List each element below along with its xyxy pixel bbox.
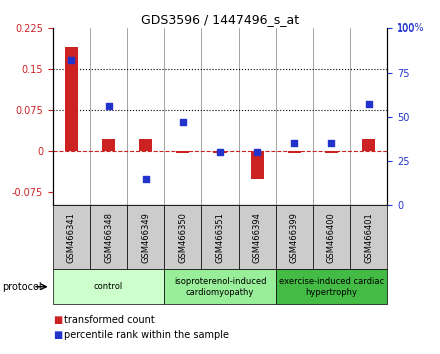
Text: GSM466348: GSM466348	[104, 212, 113, 263]
Text: GSM466401: GSM466401	[364, 212, 373, 263]
Bar	[288, 151, 301, 153]
Text: GSM466399: GSM466399	[290, 212, 299, 263]
Text: GSM466400: GSM466400	[327, 212, 336, 263]
Text: transformed count: transformed count	[64, 315, 154, 325]
Text: GSM466350: GSM466350	[178, 212, 187, 263]
Text: GSM466341: GSM466341	[67, 212, 76, 263]
Point	[291, 141, 298, 146]
Bar	[176, 151, 189, 153]
Text: ■: ■	[53, 330, 62, 339]
Point	[180, 119, 187, 125]
Bar	[362, 139, 375, 151]
Text: percentile rank within the sample: percentile rank within the sample	[64, 330, 229, 339]
Point	[216, 149, 224, 155]
Text: control: control	[94, 282, 123, 291]
Y-axis label: 100%: 100%	[397, 23, 424, 33]
Bar	[213, 151, 227, 153]
Text: exercise-induced cardiac
hypertrophy: exercise-induced cardiac hypertrophy	[279, 277, 384, 297]
Bar	[251, 151, 264, 179]
Point	[253, 149, 260, 155]
Point	[365, 102, 372, 107]
Bar	[139, 139, 152, 151]
Text: protocol: protocol	[2, 282, 42, 292]
Bar	[102, 139, 115, 151]
Bar	[65, 47, 78, 151]
Text: isoproterenol-induced
cardiomyopathy: isoproterenol-induced cardiomyopathy	[174, 277, 266, 297]
Title: GDS3596 / 1447496_s_at: GDS3596 / 1447496_s_at	[141, 13, 299, 26]
Point	[328, 141, 335, 146]
Text: GSM466394: GSM466394	[253, 212, 262, 263]
Point	[68, 57, 75, 63]
Text: GSM466349: GSM466349	[141, 212, 150, 263]
Bar	[325, 151, 338, 153]
Point	[142, 176, 149, 182]
Point	[105, 103, 112, 109]
Text: GSM466351: GSM466351	[216, 212, 224, 263]
Text: ■: ■	[53, 315, 62, 325]
